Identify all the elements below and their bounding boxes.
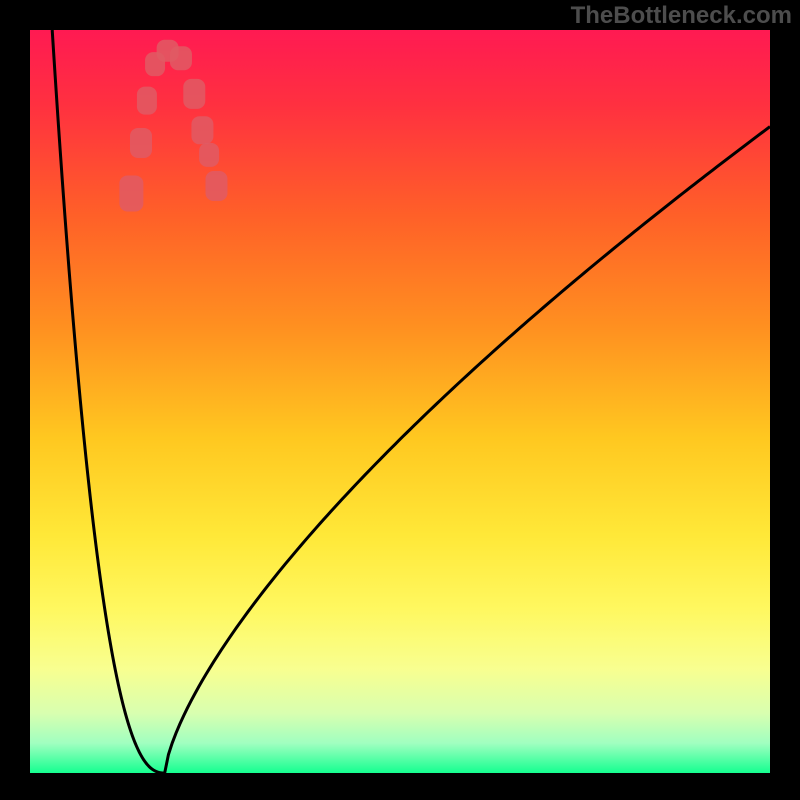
data-marker xyxy=(130,128,152,158)
data-marker xyxy=(199,143,219,167)
chart-frame: TheBottleneck.com xyxy=(0,0,800,800)
data-marker xyxy=(170,46,192,70)
plot-area xyxy=(30,30,770,773)
curve-layer xyxy=(30,30,770,773)
data-marker xyxy=(191,116,213,144)
data-marker xyxy=(205,171,227,201)
data-marker xyxy=(137,87,157,115)
data-marker xyxy=(183,79,205,109)
watermark-text: TheBottleneck.com xyxy=(571,2,792,30)
curve-right-branch xyxy=(165,127,770,773)
data-marker xyxy=(119,175,143,211)
